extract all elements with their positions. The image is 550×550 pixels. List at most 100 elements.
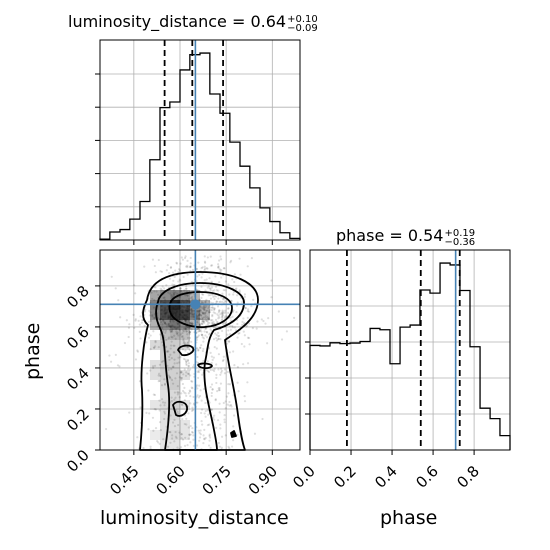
x-tick-label: 0.6 [412,462,442,492]
scatter-point [222,298,225,301]
scatter-point [179,371,182,374]
scatter-point [185,360,188,363]
title-upper: +0.19 [444,228,476,239]
scatter-point [198,324,202,327]
scatter-point [152,365,155,368]
scatter-point [188,336,192,340]
scatter-point [143,265,146,268]
scatter-point [152,393,155,396]
scatter-point [238,257,241,260]
scatter-point [267,317,270,320]
scatter-point [231,315,234,318]
scatter-point [217,389,221,392]
scatter-point [186,358,190,362]
scatter-point [200,420,203,423]
scatter-point [225,395,229,398]
density-cell [180,290,190,300]
scatter-point [181,438,185,441]
scatter-point [187,326,190,329]
scatter-point [223,368,227,371]
scatter-point [224,321,227,324]
scatter-point [236,365,240,369]
scatter-point [200,399,203,402]
scatter-point [186,346,190,349]
scatter-point [200,411,203,415]
scatter-point [170,330,173,333]
scatter-point [190,308,193,311]
scatter-point [187,319,190,322]
scatter-point [184,321,187,324]
scatter-point [209,446,212,449]
scatter-point [197,349,200,352]
scatter-point [200,330,203,333]
scatter-point [197,261,200,264]
scatter-point [179,333,182,336]
density-cell [150,320,160,330]
scatter-point [173,275,176,278]
scatter-point [184,342,187,345]
scatter-point [173,391,177,394]
scatter-point [222,312,225,315]
scatter-point [243,400,247,403]
scatter-point [175,330,178,333]
scatter-point [175,436,178,440]
scatter-point [207,294,210,297]
scatter-point [215,295,218,298]
scatter-point [185,287,188,290]
scatter-point [228,404,231,407]
scatter-point [170,335,173,338]
scatter-point [181,404,184,407]
scatter-point [197,429,200,432]
scatter-point [177,280,180,283]
scatter-point [205,278,208,281]
scatter-point [226,342,229,345]
scatter-point [225,300,228,303]
scatter-point [190,307,193,311]
scatter-point [187,326,191,329]
scatter-point [195,267,198,270]
scatter-point [168,376,171,379]
scatter-point [211,293,214,296]
scatter-point [177,334,180,337]
scatter-point [153,364,157,367]
scatter-point [159,404,162,407]
scatter-point [215,426,218,429]
scatter-point [199,346,202,350]
scatter-point [169,344,173,347]
scatter-point [262,319,265,323]
scatter-point [215,333,218,337]
scatter-point [174,435,178,438]
scatter-point [168,355,171,359]
title-upper: +0.10 [287,14,318,25]
scatter-point [178,396,181,399]
scatter-point [222,297,225,300]
scatter-point [206,370,210,373]
scatter-point [211,388,214,391]
scatter-point [186,273,189,276]
scatter-point [227,283,230,286]
x-tick-label: 0.75 [199,462,235,498]
scatter-point [186,368,190,371]
scatter-point [185,394,188,397]
scatter-point [159,429,162,432]
scatter-point [184,294,187,297]
scatter-point [167,324,171,328]
scatter-point [170,340,173,343]
scatter-point [178,269,182,272]
scatter-point [233,326,236,329]
scatter-point [230,445,234,448]
scatter-point [201,317,204,321]
scatter-point [173,425,177,428]
x-tick-label: 0.90 [245,462,281,498]
scatter-point [160,288,163,291]
scatter-point [182,340,186,343]
scatter-point [229,328,233,331]
scatter-point [215,347,218,350]
scatter-point [173,418,176,422]
scatter-point [246,336,250,339]
scatter-point [202,337,206,340]
scatter-point [198,439,201,442]
scatter-point [247,336,251,340]
scatter-point [176,385,179,388]
